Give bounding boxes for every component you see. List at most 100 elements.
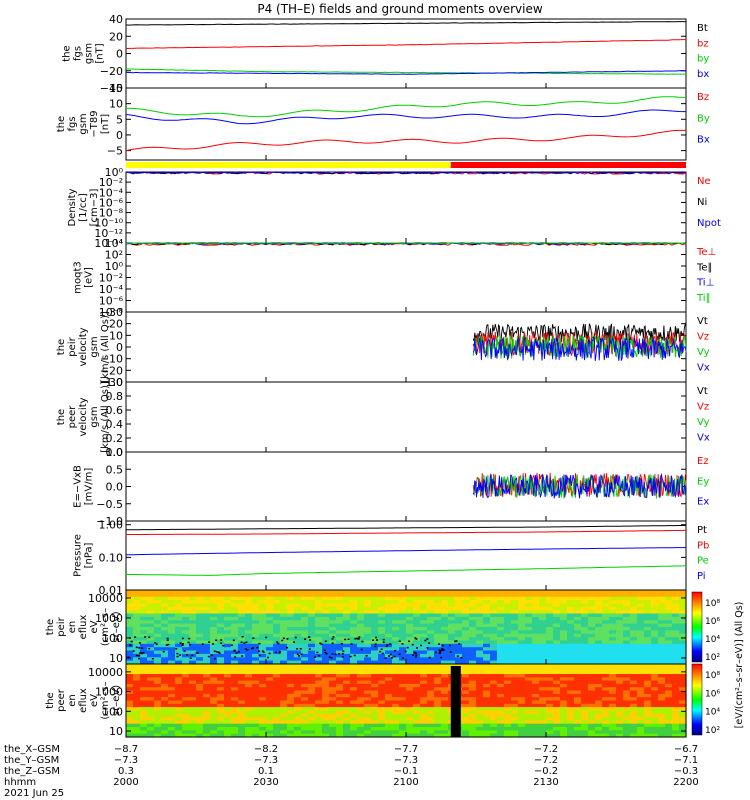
spectrogram-cell: [476, 643, 484, 648]
spectrogram-cell: [357, 613, 365, 618]
spectrogram-cell: [483, 596, 491, 601]
fill-gap-mark: [428, 642, 431, 644]
spectrogram-cell: [553, 623, 561, 628]
spectrogram-cell: [140, 600, 148, 605]
spectrogram-cell: [168, 647, 176, 652]
spectrogram-cell: [378, 637, 386, 642]
fill-gap-mark: [308, 648, 311, 650]
spectrogram-cell: [301, 674, 309, 678]
spectrogram-cell: [525, 710, 533, 715]
spectrogram-cell: [301, 660, 309, 665]
spectrogram-cell: [567, 627, 575, 631]
spectrogram-cell: [420, 733, 428, 738]
spectrogram-cell: [483, 727, 491, 731]
y-tick-label: 20: [109, 30, 123, 43]
spectrogram-cell: [287, 674, 295, 678]
spectrogram-cell: [168, 700, 176, 705]
spectrogram-cell: [553, 657, 561, 662]
spectrogram-cell: [602, 623, 610, 628]
spectrogram-cell: [336, 606, 344, 611]
spectrogram-cell: [273, 687, 281, 692]
spectrogram-cell: [301, 707, 309, 711]
spectrogram-cell: [308, 727, 316, 731]
spectrogram-cell: [672, 693, 680, 698]
spectrogram-cell: [623, 603, 631, 608]
spectrogram-cell: [336, 657, 344, 662]
spectrogram-cell: [266, 643, 274, 648]
fill-gap-mark: [241, 655, 244, 657]
spectrogram-cell: [378, 640, 386, 645]
spectrogram-cell: [441, 667, 449, 672]
spectrogram-cell: [224, 610, 232, 615]
spectrogram-cell: [266, 627, 274, 631]
spectrogram-cell: [490, 643, 498, 648]
spectrogram-cell: [273, 630, 281, 635]
spectrogram-cell: [567, 633, 575, 638]
spectrogram-cell: [273, 660, 281, 665]
fill-gap-mark: [148, 636, 151, 639]
spectrogram-cell: [126, 717, 134, 721]
spectrogram-cell: [462, 623, 470, 628]
spectrogram-cell: [280, 733, 288, 738]
spectrogram-cell: [343, 727, 351, 731]
spectrogram-cell: [147, 710, 155, 715]
spectrogram-cell: [357, 680, 365, 685]
spectrogram-cell: [609, 623, 617, 628]
spectrogram-cell: [427, 707, 435, 711]
spectrogram-cell: [637, 717, 645, 721]
spectrogram-cell: [168, 693, 176, 698]
spectrogram-cell: [462, 687, 470, 692]
spectrogram-cell: [308, 717, 316, 721]
spectrogram-cell: [672, 720, 680, 725]
spectrogram-cell: [154, 600, 162, 605]
spectrogram-cell: [665, 727, 673, 731]
spectrogram-cell: [532, 664, 540, 668]
spectrogram-cell: [371, 647, 379, 652]
spectrogram-cell: [133, 703, 141, 708]
spectrogram-cell: [644, 687, 652, 692]
spectrogram-cell: [175, 657, 183, 662]
spectrogram-cell: [462, 633, 470, 638]
spectrogram-cell: [217, 693, 225, 698]
spectrogram-cell: [350, 717, 358, 721]
spectrogram-cell: [315, 683, 323, 688]
spectrogram-cell: [469, 640, 477, 645]
spectrogram-cell: [378, 670, 386, 675]
spectrogram-cell: [364, 633, 372, 638]
spectrogram-cell: [357, 643, 365, 648]
spectrogram-cell: [364, 603, 372, 608]
spectrogram-cell: [182, 687, 190, 692]
spectrogram-cell: [679, 730, 687, 735]
spectrogram-cell: [623, 674, 631, 678]
spectrogram-cell: [630, 590, 638, 594]
spectrogram-cell: [168, 707, 176, 711]
spectrogram-cell: [259, 710, 267, 715]
y-axis-label: Density[1/cc][cm−3]: [67, 188, 100, 226]
spectrogram-cell: [567, 590, 575, 594]
spectrogram-cell: [252, 606, 260, 611]
spectrogram-cell: [497, 667, 505, 672]
spectrogram-cell: [476, 650, 484, 655]
spectrogram-cell: [315, 660, 323, 665]
spectrogram-cell: [434, 693, 442, 698]
spectrogram-cell: [343, 720, 351, 725]
spectrogram-cell: [553, 600, 561, 605]
spectrogram-cell: [189, 727, 197, 731]
spectrogram-cell: [462, 640, 470, 645]
spectrogram-cell: [497, 680, 505, 685]
spectrogram-cell: [413, 687, 421, 692]
spectrogram-cell: [322, 683, 330, 688]
spectrogram-cell: [238, 680, 246, 685]
spectrogram-cell: [126, 590, 134, 594]
spectrogram-cell: [252, 730, 260, 735]
spectrogram-cell: [266, 603, 274, 608]
spectrogram-cell: [357, 693, 365, 698]
spectrogram-cell: [266, 630, 274, 635]
spectrogram-cell: [504, 700, 512, 705]
spectrogram-cell: [301, 650, 309, 655]
spectrogram-cell: [651, 680, 659, 685]
fill-gap-mark: [420, 644, 422, 647]
spectrogram-cell: [623, 637, 631, 642]
spectrogram-cell: [175, 727, 183, 731]
spectrogram-cell: [672, 727, 680, 731]
